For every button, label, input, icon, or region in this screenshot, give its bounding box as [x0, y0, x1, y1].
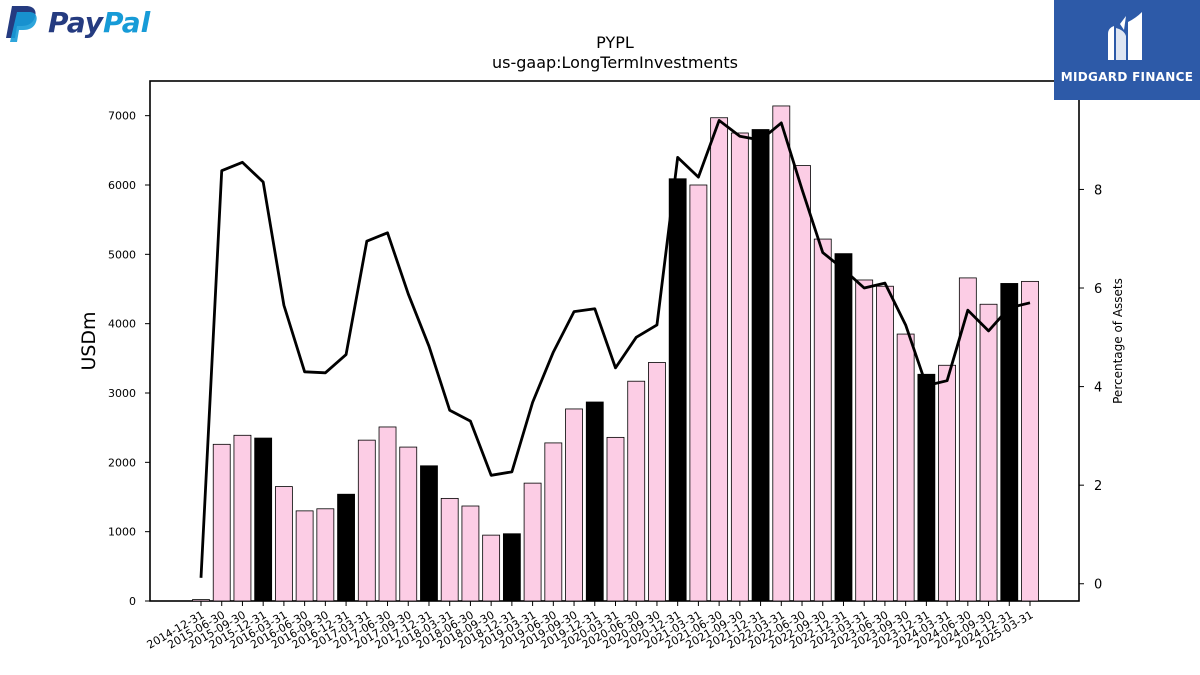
paypal-word-pay: Pay	[48, 6, 104, 39]
bar-2016-09-30	[316, 508, 335, 602]
chart-subtitle: us-gaap:LongTermInvestments	[492, 53, 738, 72]
bar-2019-06-30	[544, 442, 563, 602]
y2-axis-label: Percentage of Assets	[1111, 278, 1125, 404]
bar-2022-06-30	[793, 165, 811, 602]
paypal-word-pal: Pal	[103, 6, 151, 39]
bar-2017-09-30	[399, 446, 418, 602]
chart-title: PYPL	[596, 33, 634, 52]
bar-2020-09-30	[648, 362, 666, 602]
bar-2015-09-30	[233, 434, 252, 602]
bar-2019-03-31	[523, 482, 542, 602]
y-tick-label: 4000	[108, 318, 136, 331]
bar-2017-06-30	[378, 426, 397, 602]
y-tick-label: 0	[129, 595, 136, 608]
y2-tick-label: 2	[1094, 479, 1102, 494]
bar-2019-09-30	[565, 408, 583, 602]
bar-2020-03-31	[606, 436, 625, 602]
midgard-finance-text: MIDGARD FINANCE	[1060, 70, 1194, 84]
y2-tick-label: 4	[1094, 381, 1102, 396]
y-tick-label: 1000	[108, 526, 136, 539]
bar-2023-12-31	[917, 373, 936, 602]
left-axis: 0 1000 2000 3000 4000 5000 6000 7000	[108, 110, 150, 608]
x-axis: 2014-12-312015-06-302015-09-302015-12-31…	[145, 601, 1036, 652]
bar-2021-03-31	[689, 184, 708, 602]
bar-2014-12-31	[192, 599, 210, 602]
bar-2017-12-31	[420, 465, 438, 602]
bar-2024-03-31	[938, 364, 956, 602]
bar-2021-12-31	[751, 129, 770, 602]
bar-2022-03-31	[772, 105, 791, 602]
bar-2021-09-30	[730, 132, 749, 602]
y2-tick-label: 8	[1094, 183, 1102, 198]
bar-2024-09-30	[979, 303, 998, 602]
y-tick-label: 2000	[108, 456, 136, 469]
bar-2018-09-30	[482, 534, 501, 602]
bar-2024-12-31	[1000, 283, 1019, 602]
paypal-logo: PayPal	[4, 4, 164, 44]
percentage-of-assets-line	[199, 119, 1031, 578]
bar-2020-12-31	[668, 178, 687, 602]
bar-2025-03-31	[1021, 280, 1039, 602]
y2-tick-label: 0	[1094, 578, 1102, 593]
bar-2015-12-31	[254, 437, 273, 602]
bar-2020-06-30	[627, 380, 646, 602]
paypal-mark-icon	[6, 6, 37, 42]
bar-2017-03-31	[357, 439, 376, 602]
bar-2018-12-31	[502, 533, 521, 602]
bar-2016-06-30	[295, 510, 314, 602]
y-tick-label: 7000	[108, 110, 136, 123]
y-tick-label: 3000	[108, 387, 136, 400]
bar-2023-09-30	[896, 333, 915, 602]
bar-2016-03-31	[274, 486, 293, 602]
bar-2018-03-31	[440, 497, 459, 602]
bar-2022-09-30	[813, 238, 832, 602]
y2-tick-label: 6	[1094, 282, 1102, 297]
bar-2018-06-30	[461, 505, 480, 602]
bar-2023-06-30	[876, 285, 894, 602]
bar-2023-03-31	[855, 279, 874, 602]
bar-2021-06-30	[710, 117, 729, 602]
y-tick-label: 5000	[108, 248, 136, 261]
bar-2022-12-31	[834, 253, 853, 602]
y-axis-label: USDm	[78, 311, 100, 370]
midgard-mark-icon	[1108, 12, 1142, 60]
line-layer	[199, 119, 1031, 578]
paypal-wordmark: PayPal	[48, 6, 150, 39]
bars-layer	[192, 105, 1039, 602]
bar-2019-12-31	[585, 401, 604, 602]
bar-2015-06-30	[212, 443, 231, 602]
bar-2016-12-31	[337, 493, 355, 602]
y-tick-label: 6000	[108, 179, 136, 192]
right-axis: 0 2 4 6 8	[1079, 183, 1102, 593]
midgard-finance-logo: MIDGARD FINANCE	[1054, 0, 1200, 100]
